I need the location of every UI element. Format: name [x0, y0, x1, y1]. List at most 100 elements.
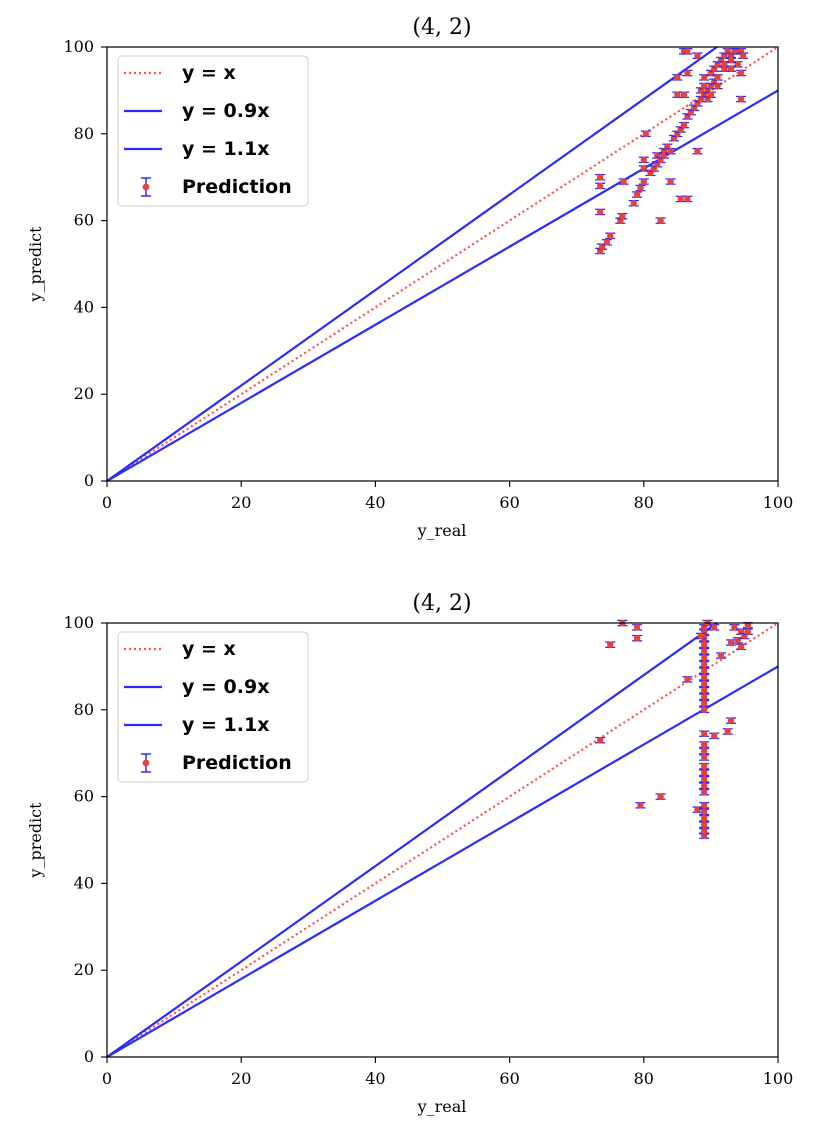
data-point: [699, 747, 710, 755]
data-point: [638, 178, 649, 185]
x-tick-labels: 0 20 40 60 80 100: [102, 493, 793, 512]
data-point: [742, 628, 753, 635]
data-point: [601, 239, 612, 246]
point-marker: [684, 69, 691, 77]
point-marker: [640, 165, 647, 172]
data-point: [605, 232, 616, 240]
legend-label: y = x: [182, 62, 236, 84]
point-marker: [640, 178, 647, 185]
data-point: [699, 641, 710, 648]
point-marker: [700, 747, 708, 755]
point-marker: [727, 56, 735, 64]
point-marker: [739, 52, 747, 59]
data-point: [722, 728, 733, 735]
data-point: [699, 821, 710, 829]
y-tick-labels: 0 20 40 60 80 100: [63, 37, 94, 490]
data-point: [732, 61, 743, 68]
x-tick-labels: 0 20 40 60 80 100: [102, 1069, 793, 1088]
data-point: [595, 736, 606, 744]
data-point: [705, 91, 716, 98]
point-marker: [700, 74, 708, 81]
data-point: [699, 789, 710, 796]
point-marker: [697, 632, 705, 640]
point-marker: [684, 48, 691, 55]
data-point: [665, 147, 676, 155]
point-marker: [684, 195, 691, 203]
point-marker: [700, 674, 708, 681]
point-marker: [731, 624, 738, 631]
point-marker: [642, 130, 650, 137]
data-point: [682, 195, 693, 203]
data-point: [699, 693, 710, 701]
data-point: [726, 639, 737, 646]
point-marker: [700, 687, 708, 694]
point-marker: [620, 178, 627, 185]
point-marker: [700, 667, 708, 674]
data-point: [682, 676, 693, 683]
point-marker: [700, 802, 708, 809]
data-point: [699, 82, 710, 90]
point-marker: [657, 217, 664, 224]
point-marker: [700, 648, 708, 655]
legend-swatch-prediction: [141, 177, 151, 197]
point-marker: [700, 769, 708, 776]
y-tick-label: 100: [63, 613, 94, 632]
axis-ticks: [101, 622, 779, 1063]
data-point: [618, 178, 629, 185]
data-point: [665, 178, 676, 185]
point-marker: [660, 152, 668, 159]
data-point: [699, 730, 710, 737]
point-marker: [724, 728, 731, 735]
x-tick-label: 60: [499, 1069, 519, 1088]
legend-label: Prediction: [182, 752, 292, 774]
point-marker: [700, 82, 708, 90]
point-marker: [633, 634, 641, 642]
point-marker: [700, 741, 708, 748]
point-marker: [700, 763, 708, 770]
point-marker: [700, 815, 708, 822]
chart-panel-top: (4, 2) 0 20 40 60 80 100 0 20 40 60 80 1…: [26, 15, 793, 540]
point-marker: [737, 643, 745, 651]
data-point: [692, 806, 703, 813]
data-point: [699, 687, 710, 694]
data-point: [712, 74, 723, 81]
x-tick-label: 0: [102, 493, 112, 512]
x-tick-label: 40: [365, 1069, 385, 1088]
x-tick-label: 100: [763, 493, 794, 512]
data-point: [632, 634, 643, 642]
y-tick-label: 80: [74, 700, 94, 719]
point-marker: [667, 178, 674, 185]
data-point: [655, 217, 666, 224]
chart-title: (4, 2): [412, 15, 471, 40]
data-point: [699, 700, 710, 707]
prediction-points: [595, 619, 753, 839]
data-point: [736, 69, 747, 77]
y-tick-label: 0: [84, 1047, 94, 1066]
data-point: [699, 654, 710, 661]
point-marker: [694, 52, 701, 59]
point-marker: [657, 793, 664, 800]
data-point: [595, 208, 606, 216]
data-point: [628, 199, 639, 207]
point-marker: [700, 776, 708, 783]
axis-ticks: [101, 46, 779, 487]
legend-swatch-prediction: [141, 753, 151, 773]
point-marker: [630, 200, 637, 207]
data-point: [699, 647, 710, 655]
y-tick-label: 60: [74, 787, 94, 806]
point-marker: [700, 754, 708, 761]
data-point: [635, 184, 646, 192]
point-marker: [607, 232, 614, 239]
point-marker: [700, 730, 708, 737]
point-marker: [677, 195, 684, 203]
point-marker: [714, 82, 721, 90]
data-point: [709, 624, 720, 631]
data-point: [682, 69, 693, 77]
point-marker: [674, 91, 681, 98]
y-tick-label: 100: [63, 37, 94, 56]
point-marker: [711, 732, 718, 740]
data-point: [699, 769, 710, 776]
point-marker: [700, 789, 708, 796]
data-point: [699, 775, 710, 783]
